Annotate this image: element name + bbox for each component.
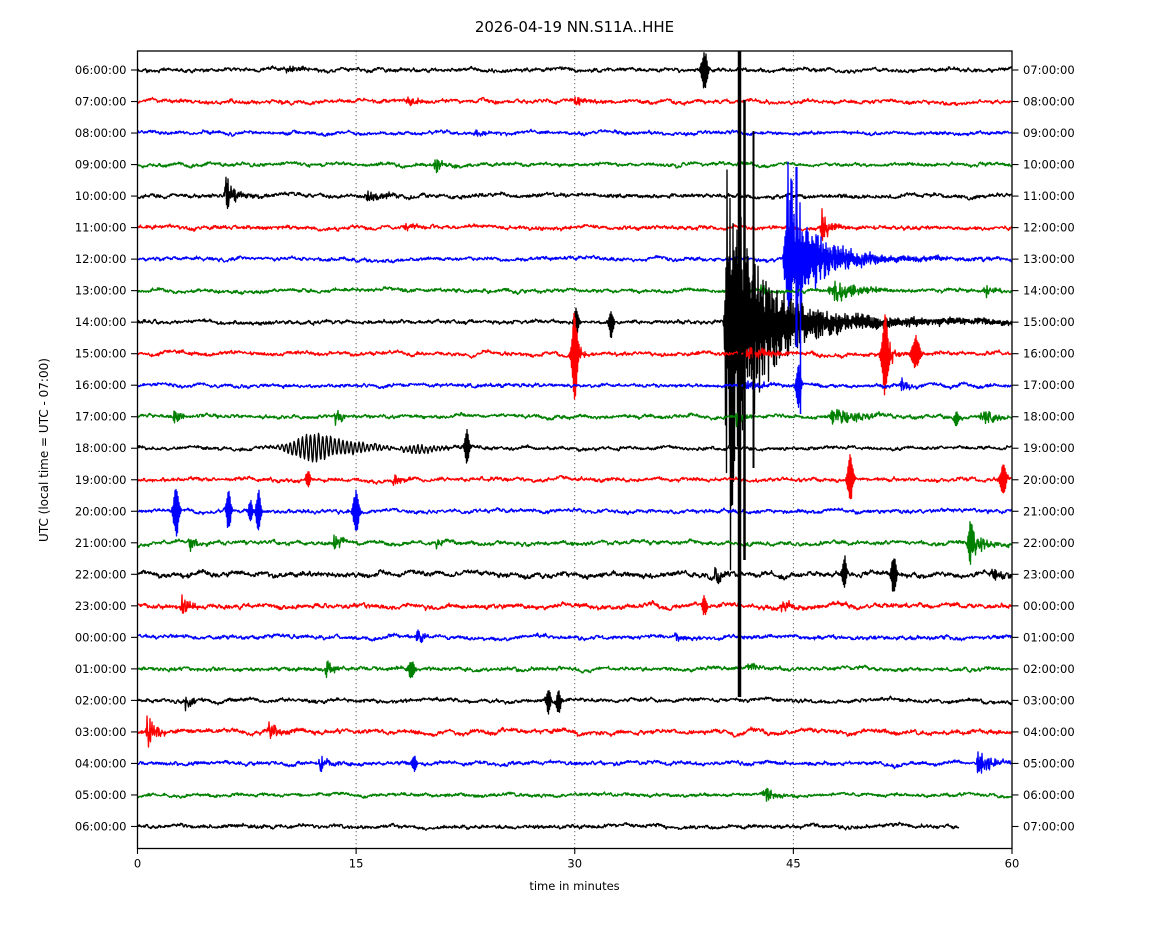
y-left-label-8: 14:00:00 <box>75 315 127 329</box>
trace-row-01:00:00 <box>137 660 1012 679</box>
y-right-label-11: 18:00:00 <box>1023 410 1075 424</box>
trace-row-02:00:00 <box>137 690 1013 715</box>
trace-row-11:00:00 <box>137 208 1013 241</box>
trace-row-07:00:00 <box>137 96 1012 107</box>
trace-row-09:00:00 <box>137 159 1013 174</box>
traces-group <box>137 51 1013 831</box>
y-left-label-7: 13:00:00 <box>75 284 127 298</box>
trace-row-04:00:00 <box>137 751 1012 774</box>
y-left-label-18: 00:00:00 <box>75 630 127 644</box>
y-left-label-10: 16:00:00 <box>75 378 127 392</box>
trace-row-21:00:00 <box>137 521 1013 565</box>
y-right-label-3: 10:00:00 <box>1023 158 1075 172</box>
y-right-label-22: 05:00:00 <box>1023 756 1075 770</box>
trace-row-19:00:00 <box>137 454 1012 500</box>
trace-row-03:00:00 <box>137 715 1013 748</box>
y-right-label-8: 15:00:00 <box>1023 315 1075 329</box>
trace-row-00:00:00 <box>137 629 1013 644</box>
y-left-label-3: 09:00:00 <box>75 158 127 172</box>
y-right-label-12: 19:00:00 <box>1023 441 1075 455</box>
x-tick-label-0: 0 <box>134 857 141 871</box>
y-left-label-5: 11:00:00 <box>75 221 127 235</box>
trace-row-23:00:00 <box>137 594 1012 616</box>
y-right-label-13: 20:00:00 <box>1023 473 1075 487</box>
y-right-label-19: 02:00:00 <box>1023 662 1075 676</box>
x-axis-label: time in minutes <box>529 879 620 893</box>
y-left-label-12: 18:00:00 <box>75 441 127 455</box>
trace-row-08:00:00 <box>137 128 1013 137</box>
y-right-label-17: 00:00:00 <box>1023 599 1075 613</box>
trace-row-15:00:00 <box>137 312 1012 400</box>
y-right-label-2: 09:00:00 <box>1023 126 1075 140</box>
y-left-label-24: 06:00:00 <box>75 819 127 833</box>
x-tick-label-60: 60 <box>1005 857 1020 871</box>
chart-title: 2026-04-19 NN.S11A..HHE <box>474 18 675 36</box>
y-left-label-15: 21:00:00 <box>75 536 127 550</box>
trace-row-12:00:00 <box>137 161 1013 325</box>
y-left-label-21: 03:00:00 <box>75 725 127 739</box>
y-left-label-22: 04:00:00 <box>75 756 127 770</box>
y-left-label-0: 06:00:00 <box>75 63 127 77</box>
y-right-label-23: 06:00:00 <box>1023 788 1075 802</box>
trace-row-20:00:00 <box>137 488 1013 537</box>
trace-row-17:00:00 <box>137 408 1013 428</box>
trace-row-13:00:00 <box>137 280 1012 302</box>
y-right-label-1: 08:00:00 <box>1023 95 1075 109</box>
y-right-label-4: 11:00:00 <box>1023 189 1075 203</box>
y-right-label-24: 07:00:00 <box>1023 819 1075 833</box>
y-right-label-5: 12:00:00 <box>1023 221 1075 235</box>
y-left-label-13: 19:00:00 <box>75 473 127 487</box>
trace-row-18:00:00 <box>137 428 1012 464</box>
y-left-label-6: 12:00:00 <box>75 252 127 266</box>
trace-row-06:00:00 <box>137 52 1013 89</box>
y-right-label-20: 03:00:00 <box>1023 693 1075 707</box>
y-right-label-6: 13:00:00 <box>1023 252 1075 266</box>
y-left-label-23: 05:00:00 <box>75 788 127 802</box>
y-right-label-15: 22:00:00 <box>1023 536 1075 550</box>
y-right-label-10: 17:00:00 <box>1023 378 1075 392</box>
y-left-label-1: 07:00:00 <box>75 95 127 109</box>
y-left-label-9: 15:00:00 <box>75 347 127 361</box>
trace-row-16:00:00 <box>137 364 1012 408</box>
trace-row-06:00:00 <box>137 821 960 831</box>
y-right-label-14: 21:00:00 <box>1023 504 1075 518</box>
trace-row-22:00:00 <box>137 555 1013 592</box>
trace-row-05:00:00 <box>137 787 1012 802</box>
x-tick-label-15: 15 <box>349 857 364 871</box>
y-left-label-17: 23:00:00 <box>75 599 127 613</box>
y-right-label-21: 04:00:00 <box>1023 725 1075 739</box>
y-right-label-16: 23:00:00 <box>1023 567 1075 581</box>
y-right-label-18: 01:00:00 <box>1023 630 1075 644</box>
y-right-label-9: 16:00:00 <box>1023 347 1075 361</box>
y-left-label-4: 10:00:00 <box>75 189 127 203</box>
y-left-label-2: 08:00:00 <box>75 126 127 140</box>
y-left-label-11: 17:00:00 <box>75 410 127 424</box>
y-left-label-20: 02:00:00 <box>75 693 127 707</box>
trace-row-10:00:00 <box>137 176 1013 210</box>
y-left-label-14: 20:00:00 <box>75 504 127 518</box>
y-right-label-0: 07:00:00 <box>1023 63 1075 77</box>
y-right-label-7: 14:00:00 <box>1023 284 1075 298</box>
y-left-label-19: 01:00:00 <box>75 662 127 676</box>
x-tick-label-30: 30 <box>567 857 582 871</box>
x-tick-label-45: 45 <box>786 857 801 871</box>
y-left-label-16: 22:00:00 <box>75 567 127 581</box>
